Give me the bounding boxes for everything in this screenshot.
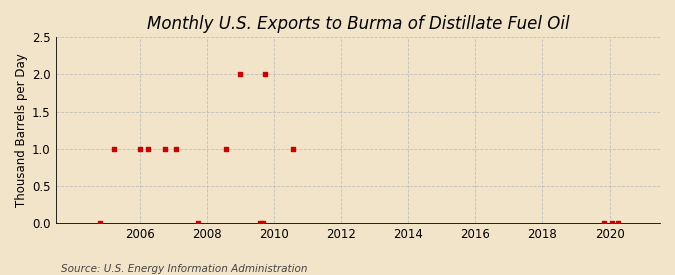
- Point: [288, 147, 299, 151]
- Point: [193, 221, 204, 225]
- Title: Monthly U.S. Exports to Burma of Distillate Fuel Oil: Monthly U.S. Exports to Burma of Distill…: [146, 15, 569, 33]
- Point: [613, 221, 624, 225]
- Point: [142, 147, 153, 151]
- Point: [159, 147, 170, 151]
- Point: [221, 147, 232, 151]
- Y-axis label: Thousand Barrels per Day: Thousand Barrels per Day: [15, 53, 28, 207]
- Point: [257, 221, 268, 225]
- Point: [109, 147, 119, 151]
- Point: [254, 221, 265, 225]
- Point: [235, 72, 246, 77]
- Point: [134, 147, 145, 151]
- Point: [171, 147, 182, 151]
- Point: [599, 221, 610, 225]
- Point: [607, 221, 618, 225]
- Point: [260, 72, 271, 77]
- Point: [95, 221, 106, 225]
- Text: Source: U.S. Energy Information Administration: Source: U.S. Energy Information Administ…: [61, 264, 307, 274]
